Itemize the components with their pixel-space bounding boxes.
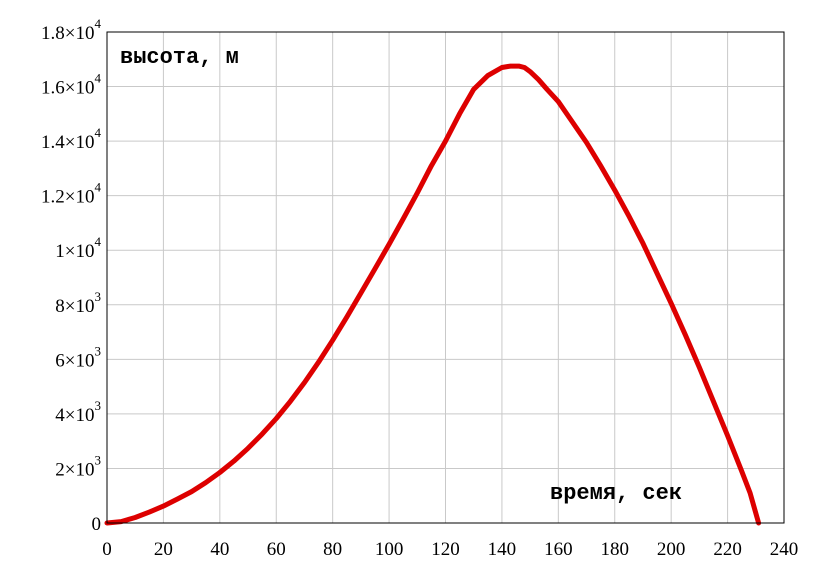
y-tick-label: 1×104 [55,234,101,262]
y-axis-ticks: 0 2×103 4×103 6×103 8×103 1×104 1.2×104 1.4×104… [41,16,101,535]
y-tick-label: 6×103 [55,343,101,371]
y-tick-label: 2×103 [55,452,101,480]
x-tick-label: 40 [210,539,229,560]
series-line-path [104,63,762,526]
y-tick-label: 4×103 [55,398,101,426]
x-tick-label: 160 [544,539,573,560]
x-tick-label: 120 [431,539,460,560]
x-tick-label: 200 [657,539,686,560]
grid [106,31,785,524]
x-tick-label: 60 [267,539,286,560]
x-axis-title: время, сек [550,481,682,506]
y-tick-label: 1.4×104 [41,125,101,153]
x-tick-label: 240 [770,539,799,560]
x-tick-label: 80 [323,539,342,560]
x-axis-ticks: 0 20 40 60 80 100 120 140 160 180 200 220 240 [102,539,798,560]
x-tick-label: 0 [102,539,112,560]
x-tick-label: 180 [601,539,630,560]
y-tick-label: 8×103 [55,289,101,317]
y-tick-label: 1.8×104 [41,16,101,44]
x-tick-label: 220 [713,539,742,560]
y-axis-title: высота, м [120,45,239,70]
series-line [104,63,762,526]
x-tick-label: 20 [154,539,173,560]
y-tick-label: 1.6×104 [41,71,101,99]
plot-frame [106,31,785,524]
y-tick-label: 0 [92,514,102,535]
x-tick-label: 140 [488,539,517,560]
y-tick-label: 1.2×104 [41,180,101,208]
x-tick-label: 100 [375,539,404,560]
